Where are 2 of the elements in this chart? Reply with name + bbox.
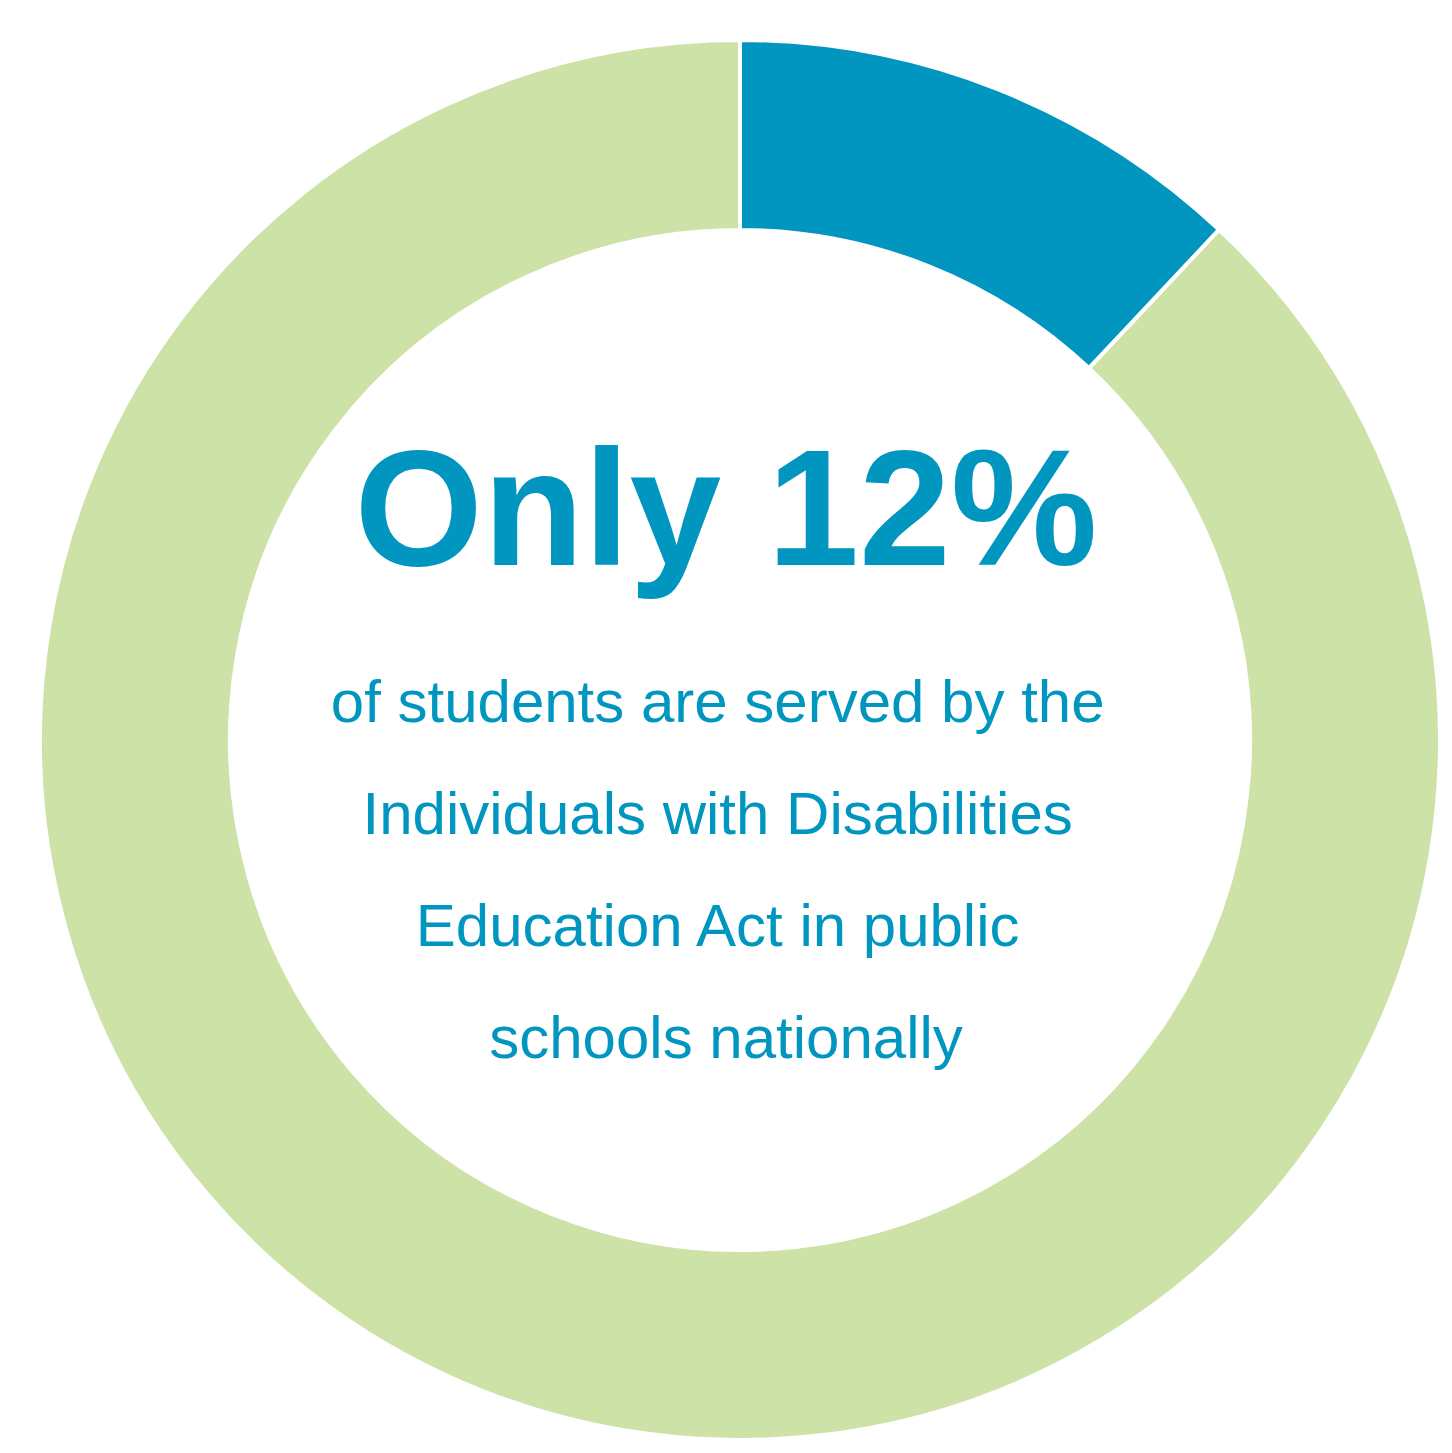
- text: of students are served by the Individuals with Disabilities Education Act in public schools nationally: [330, 667, 1122, 1071]
- text: Only 12%: [354, 415, 1098, 600]
